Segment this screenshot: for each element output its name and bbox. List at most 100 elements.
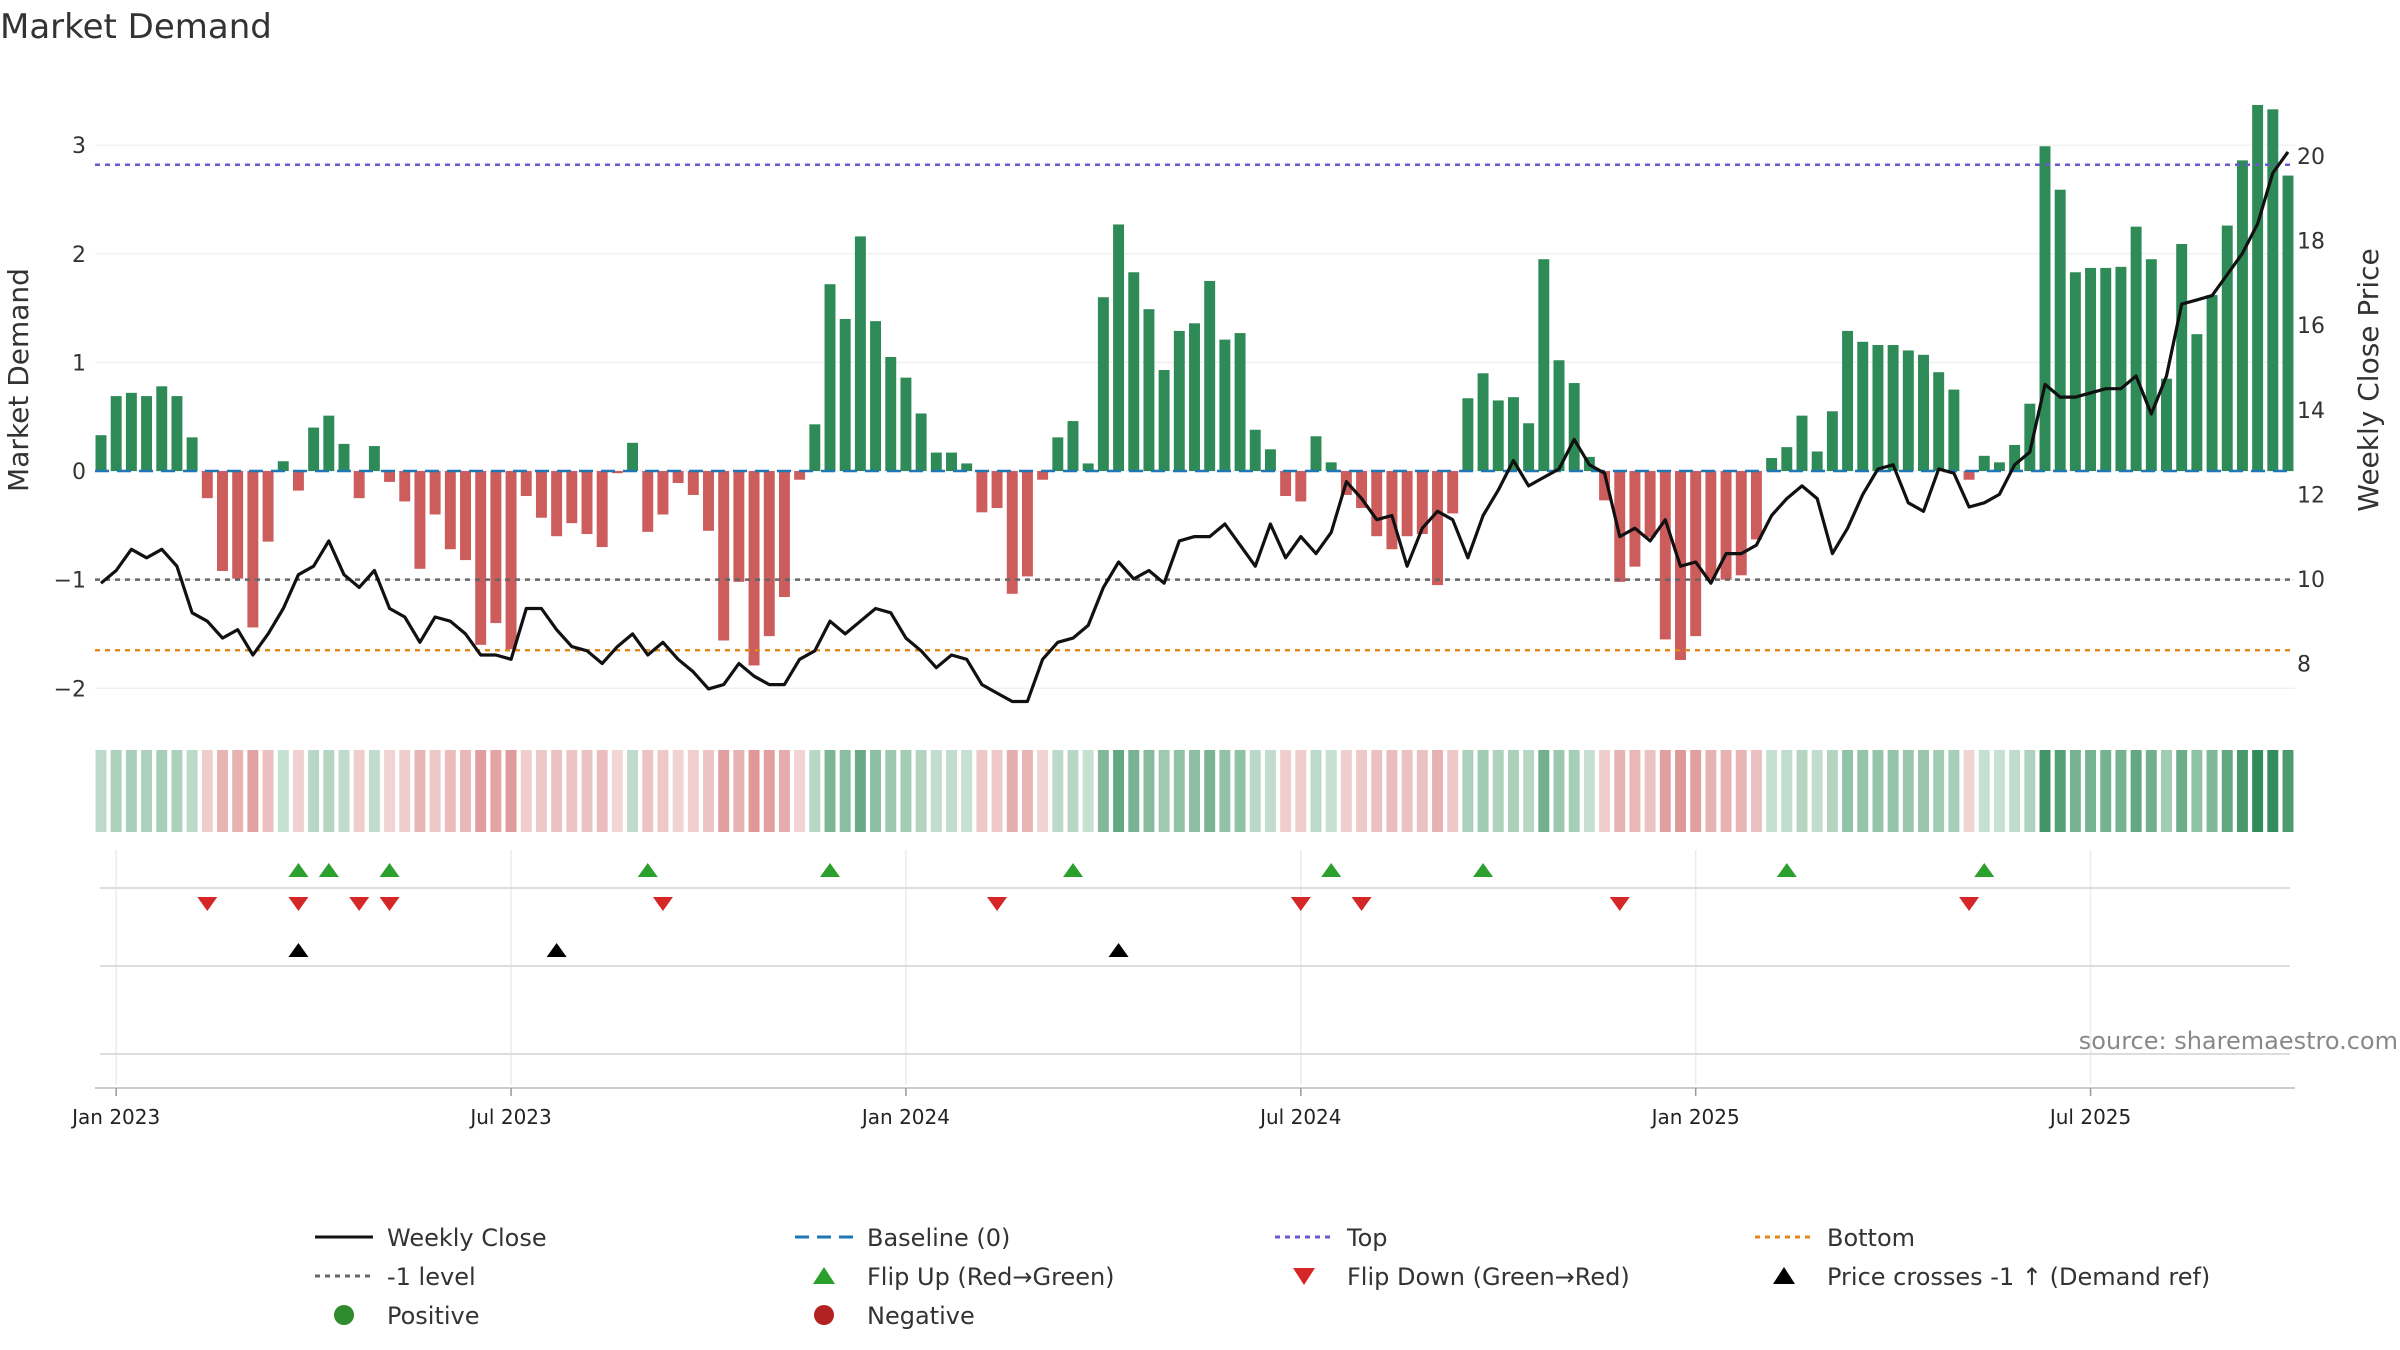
x-tick-label: Jul 2024: [1258, 1105, 1341, 1129]
demand-bar-positive: [1933, 372, 1945, 472]
demand-bar-positive: [1781, 447, 1793, 472]
demand-bar-positive: [854, 236, 866, 472]
heat-cell: [1705, 750, 1717, 832]
demand-bar-positive: [1173, 330, 1185, 472]
demand-bar-positive: [2282, 175, 2294, 472]
demand-bar-negative: [718, 471, 730, 641]
y-right-tick-label: 16: [2297, 314, 2325, 339]
heat-cell: [748, 750, 760, 832]
heat-cell: [414, 750, 426, 832]
heat-cell: [156, 750, 168, 832]
demand-heat-strip: [95, 750, 2294, 832]
heat-cell: [1416, 750, 1428, 832]
heat-cell: [642, 750, 654, 832]
demand-bar-negative: [672, 471, 684, 483]
heat-cell: [1842, 750, 1854, 832]
heat-cell: [946, 750, 957, 832]
heat-cell: [1477, 750, 1489, 832]
heat-cell: [1659, 750, 1671, 832]
heat-cell: [141, 750, 153, 832]
demand-bar-negative: [292, 471, 304, 491]
demand-bar-negative: [748, 471, 760, 666]
heat-cell: [505, 750, 517, 832]
demand-bar-negative: [475, 471, 487, 645]
heat-cell: [2115, 750, 2127, 832]
demand-bar-positive: [1477, 373, 1489, 472]
heat-cell: [1204, 750, 1216, 832]
heat-cell: [1371, 750, 1383, 832]
heat-cell: [2009, 750, 2021, 832]
demand-bar-positive: [186, 437, 198, 472]
heat-cell: [217, 750, 228, 832]
demand-bar-positive: [2221, 225, 2233, 472]
demand-bar-positive: [885, 356, 897, 472]
heat-cell: [1143, 750, 1155, 832]
demand-bar-negative: [1599, 471, 1611, 501]
heat-cell: [1386, 750, 1398, 832]
y-axis-left-label: Market Demand: [2, 268, 35, 492]
heat-cell: [2206, 750, 2218, 832]
demand-bar-positive: [1523, 423, 1535, 472]
heat-cell: [308, 750, 320, 832]
demand-bar-negative: [1963, 471, 1975, 480]
heat-cell: [475, 750, 487, 832]
heat-cell: [672, 750, 684, 832]
legend-label: Negative: [867, 1302, 975, 1330]
demand-bar-positive: [1097, 297, 1109, 472]
heat-cell: [1902, 750, 1914, 832]
demand-bar-negative: [1021, 471, 1033, 577]
price-cross-marker: [546, 943, 567, 957]
heat-cell: [399, 750, 411, 832]
heat-cell: [2176, 750, 2188, 832]
heat-cell: [718, 750, 730, 832]
demand-bar-positive: [824, 284, 836, 472]
demand-bar-negative: [1416, 471, 1428, 535]
heat-cell: [1568, 750, 1580, 832]
demand-bar-negative: [1720, 471, 1732, 580]
legend-label: Baseline (0): [867, 1224, 1010, 1252]
demand-bar-positive: [277, 461, 289, 472]
x-tick-label: Jan 2024: [860, 1105, 950, 1129]
demand-bar-positive: [1796, 415, 1808, 472]
heat-cell: [1948, 750, 1960, 832]
legend-label: Flip Down (Green→Red): [1347, 1263, 1630, 1291]
heat-cell: [1097, 750, 1109, 832]
demand-bar-negative: [687, 471, 699, 495]
heat-cell: [338, 750, 350, 832]
heat-cell: [2221, 750, 2233, 832]
heat-cell: [186, 750, 198, 832]
y-axis-right-label: Weekly Close Price: [2352, 248, 2385, 511]
demand-bar-negative: [611, 471, 623, 474]
demand-bar-positive: [1462, 398, 1474, 472]
heat-cell: [262, 750, 274, 832]
heat-cell: [703, 750, 714, 832]
legend-label: Positive: [387, 1302, 480, 1330]
flip-up-marker: [1063, 863, 1083, 877]
demand-bar-negative: [976, 471, 988, 513]
y-right-tick-label: 8: [2297, 652, 2311, 677]
demand-bar-positive: [1918, 354, 1929, 472]
demand-bar-negative: [1295, 471, 1307, 502]
demand-bar-positive: [1568, 383, 1580, 472]
heat-cell: [1781, 750, 1793, 832]
heat-cell: [171, 750, 183, 832]
heat-cell: [1599, 750, 1611, 832]
demand-bar-positive: [1113, 224, 1125, 472]
heat-cell: [1766, 750, 1778, 832]
heat-cell: [900, 750, 912, 832]
demand-bar-positive: [1143, 309, 1155, 472]
demand-bar-negative: [778, 471, 790, 598]
demand-bar-positive: [1082, 463, 1094, 472]
demand-bar-positive: [2145, 259, 2157, 472]
demand-bar-negative: [794, 471, 806, 480]
demand-bar-positive: [2252, 104, 2264, 472]
demand-bar-negative: [657, 471, 669, 515]
demand-bar-positive: [368, 446, 380, 472]
demand-bar-negative: [1006, 471, 1018, 594]
heat-cell: [1796, 750, 1808, 832]
event-markers: [197, 863, 1995, 957]
heat-cell: [460, 750, 471, 832]
demand-bar-positive: [1219, 339, 1231, 472]
demand-bar-positive: [171, 396, 183, 472]
